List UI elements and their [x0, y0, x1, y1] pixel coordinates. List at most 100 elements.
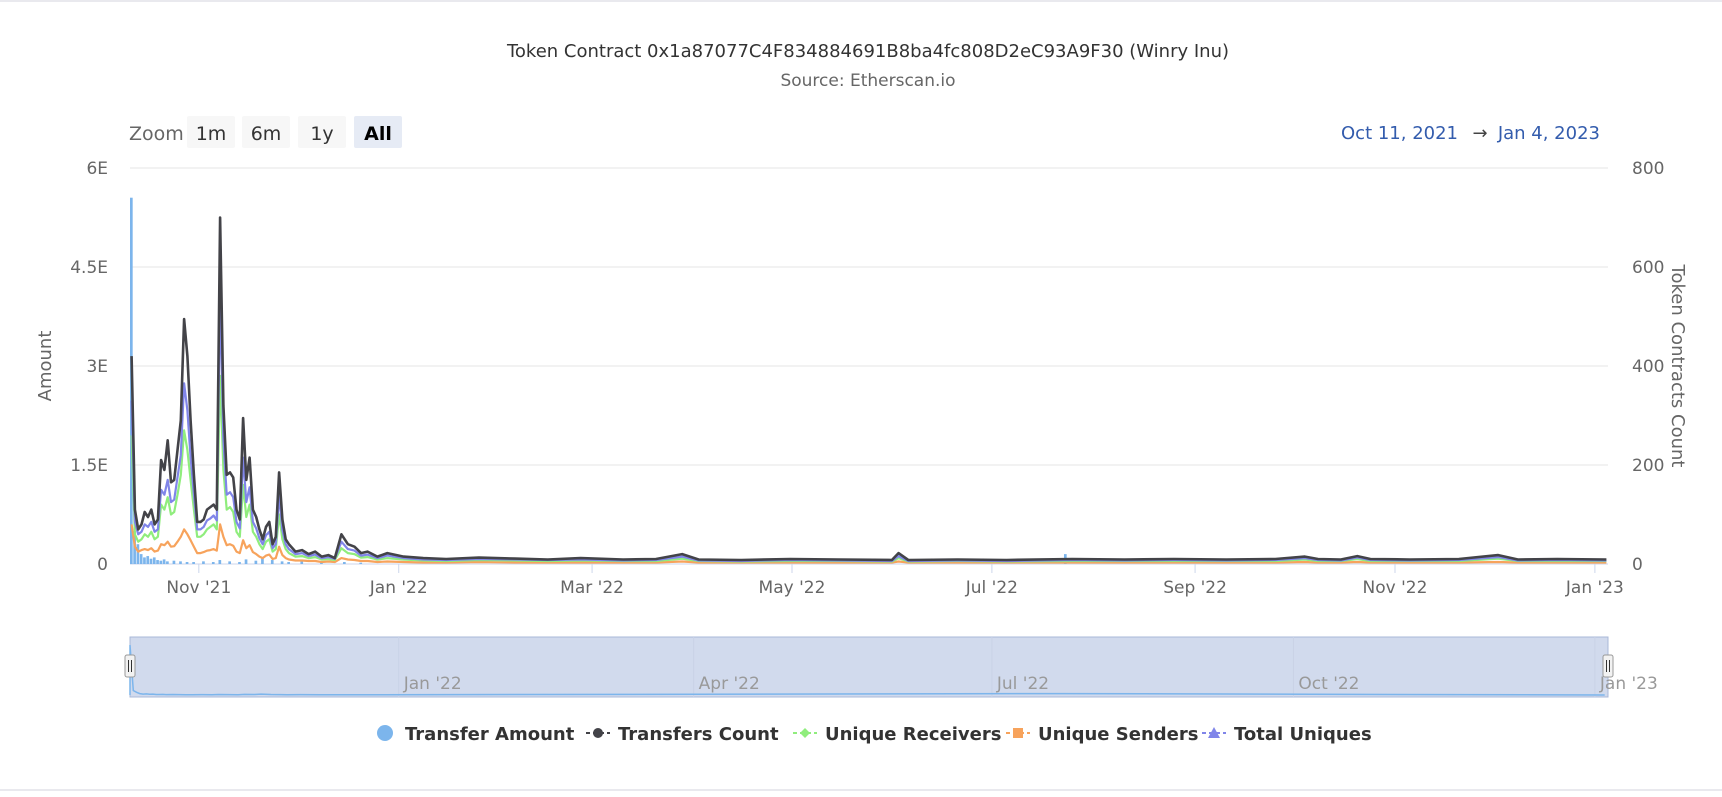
x-tick-label: Mar '22 [560, 578, 624, 598]
y-right-tick-label: 600 [1632, 258, 1664, 278]
legend-label: Total Uniques [1234, 724, 1372, 745]
navigator-tick-label: Jan '22 [403, 674, 462, 694]
x-tick-label: Nov '22 [1363, 578, 1428, 598]
zoom-button-1m-label: 1m [196, 123, 227, 145]
legend-item-unique-senders[interactable]: Unique Senders [1006, 724, 1198, 745]
transfer-amount-column [280, 561, 284, 564]
unique-senders-line [130, 523, 1607, 564]
transfer-amount-column [228, 561, 231, 564]
transfer-amount-column [300, 561, 304, 564]
transfer-amount-column [156, 560, 159, 564]
legend-marker-icon [1013, 728, 1023, 738]
x-tick-label: Nov '21 [166, 578, 231, 598]
transfer-amount-column [143, 557, 146, 564]
series-lines [130, 216, 1607, 564]
transfer-amount-column [359, 562, 363, 564]
legend-marker-icon [593, 728, 603, 738]
legend-item-total-uniques[interactable]: Total Uniques [1202, 724, 1372, 745]
x-axis: Nov '21 Jan '22 Mar '22 May '22 Jul '22 Sep '… [166, 564, 1624, 598]
zoom-button-6m[interactable]: 6m [242, 116, 290, 148]
date-range-inputs: Oct 11, 2021 → Jan 4, 2023 [1341, 123, 1600, 144]
zoom-button-all[interactable]: All [354, 116, 402, 148]
navigator-left-handle[interactable] [124, 654, 136, 678]
transfer-amount-column [192, 562, 195, 564]
navigator-tick-label: Jan '23 [1599, 674, 1658, 694]
zoom-button-1y[interactable]: 1y [298, 116, 346, 148]
legend-label: Transfer Amount [405, 724, 575, 745]
x-tick-label: May '22 [759, 578, 826, 598]
transfer-amount-column [152, 557, 156, 564]
y-axis-left-ticks: 0 1.5E 3E 4.5E 6E [70, 159, 108, 575]
legend-item-unique-receivers[interactable]: Unique Receivers [793, 724, 1001, 745]
transfer-amount-column [343, 562, 346, 564]
y-left-tick-label: 0 [97, 555, 108, 575]
transfer-amount-column [254, 560, 258, 564]
legend: Transfer Amount Transfers Count Unique Rec… [377, 724, 1372, 745]
zoom-label: Zoom [129, 123, 184, 145]
zoom-button-all-label: All [364, 123, 392, 145]
navigator-series-line [129, 644, 1605, 696]
y-axis-right-ticks: 0 200 400 600 800 [1632, 159, 1664, 575]
y-left-tick-label: 1.5E [70, 456, 108, 476]
transfer-amount-column [261, 557, 264, 564]
transfer-amount-columns [130, 197, 1067, 564]
legend-label: Unique Receivers [825, 724, 1001, 745]
x-tick-label: Jul '22 [965, 578, 1018, 598]
legend-marker-icon [1208, 727, 1220, 738]
chart-title: Token Contract 0x1a87077C4F834884691B8ba… [506, 41, 1229, 62]
y-left-tick-label: 4.5E [70, 258, 108, 278]
transfer-amount-column [136, 544, 140, 564]
zoom-button-6m-label: 6m [251, 123, 282, 145]
transfer-amount-column [166, 561, 169, 564]
chart-subtitle: Source: Etherscan.io [780, 71, 955, 91]
legend-item-transfer-amount[interactable]: Transfer Amount [377, 724, 575, 745]
transfer-amount-column [211, 562, 215, 564]
y-axis-left-title: Amount [35, 331, 56, 402]
y-right-tick-label: 400 [1632, 357, 1664, 377]
legend-symbol-icon [377, 725, 393, 741]
top-divider [0, 0, 1722, 2]
y-right-tick-label: 800 [1632, 159, 1664, 179]
legend-label: Transfers Count [618, 724, 779, 745]
transfer-amount-column [185, 562, 189, 564]
date-from-input[interactable]: Oct 11, 2021 [1341, 123, 1458, 144]
range-selector: Zoom 1m 6m 1y All [129, 116, 402, 148]
navigator-right-handle[interactable] [1602, 654, 1614, 678]
navigator-mask[interactable] [129, 636, 1609, 698]
y-right-tick-label: 0 [1632, 555, 1643, 575]
transfer-amount-column [287, 562, 290, 564]
y-axis-right-title: Token Contracts Count [1667, 264, 1688, 468]
transfer-amount-column [146, 556, 150, 564]
navigator-tick-label: Apr '22 [699, 674, 760, 694]
transfer-amount-column [202, 561, 205, 564]
transfers-count-line [130, 216, 1607, 562]
navigator-tick-label: Jul '22 [996, 674, 1049, 694]
y-left-tick-label: 3E [86, 357, 108, 377]
transfer-amount-column [238, 562, 241, 564]
total-uniques-line [130, 293, 1607, 563]
transfer-amount-column [244, 559, 248, 564]
x-tick-label: Jan '22 [369, 578, 428, 598]
transfer-amount-column [139, 554, 143, 564]
zoom-button-1m[interactable]: 1m [187, 116, 235, 148]
navigator-tick-label: Oct '22 [1298, 674, 1359, 694]
legend-marker-icon [800, 728, 810, 738]
x-tick-label: Jan '23 [1565, 578, 1624, 598]
transfer-amount-column [172, 560, 176, 564]
y-right-tick-label: 200 [1632, 456, 1664, 476]
y-left-tick-label: 6E [86, 159, 108, 179]
unique-receivers-line [130, 374, 1607, 563]
x-tick-label: Sep '22 [1163, 578, 1227, 598]
transfer-amount-column [270, 560, 274, 564]
bottom-divider [0, 789, 1722, 791]
grid-lines [130, 167, 1608, 565]
transfer-amount-column [149, 558, 153, 564]
date-range-arrow: → [1472, 123, 1487, 144]
date-to-input[interactable]: Jan 4, 2023 [1497, 123, 1600, 144]
zoom-button-1y-label: 1y [310, 123, 333, 145]
navigator[interactable]: Jan '22 Apr '22 Jul '22 Oct '22 Jan '23 [124, 636, 1658, 698]
legend-item-transfers-count[interactable]: Transfers Count [586, 724, 779, 745]
legend-label: Unique Senders [1038, 724, 1198, 745]
